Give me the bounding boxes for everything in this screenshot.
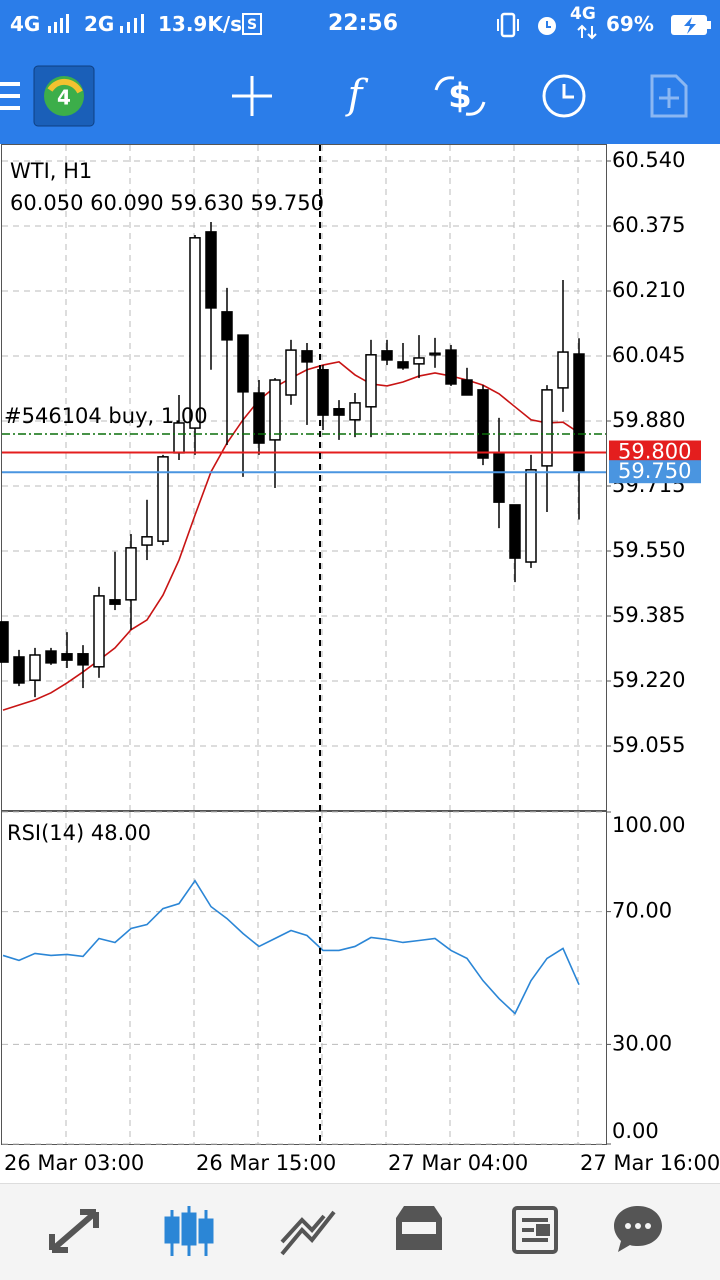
candle-body xyxy=(221,311,233,341)
candle-body xyxy=(0,621,9,663)
candle-body xyxy=(445,349,457,385)
network-3: 4G xyxy=(570,4,596,24)
candle-body xyxy=(349,402,361,421)
template-button[interactable] xyxy=(650,74,688,118)
quotes-tab[interactable] xyxy=(49,1209,99,1253)
sim-icon: S xyxy=(242,13,262,35)
candle-body xyxy=(573,353,585,473)
candle-body xyxy=(253,392,265,444)
y-tick-label: 60.540 xyxy=(612,148,685,172)
app-logo[interactable]: 4 xyxy=(33,65,95,127)
candle-body xyxy=(493,452,505,503)
crosshair-button[interactable] xyxy=(232,76,272,116)
history-tab[interactable] xyxy=(396,1206,442,1250)
battery-icon xyxy=(671,15,711,35)
network-speed: 13.9K/s xyxy=(158,12,243,36)
price-label-box xyxy=(609,440,701,464)
candle-body xyxy=(109,599,121,605)
candle-body xyxy=(557,351,569,389)
price-pane xyxy=(1,144,607,811)
news-tab[interactable] xyxy=(512,1206,558,1254)
price-label: 59.750 xyxy=(618,459,691,483)
chart: 60.54060.37560.21060.04559.88059.71559.5… xyxy=(0,144,720,1175)
ohlc-quote: 60.050 60.090 59.630 59.750 xyxy=(10,191,324,215)
candle-body xyxy=(541,389,553,467)
network-2: 2G xyxy=(84,12,115,36)
candle-body xyxy=(29,654,41,681)
x-tick-label: 27 Mar 16:00 xyxy=(580,1151,720,1175)
x-tick-label: 27 Mar 04:00 xyxy=(388,1151,528,1175)
rsi-line xyxy=(2,879,580,1015)
bottom-nav xyxy=(0,1183,720,1280)
trade-button[interactable]: $ xyxy=(434,76,486,117)
candle-body xyxy=(125,547,137,601)
status-bar: 4G 2G 13.9K/s S 22:56 4G 69% xyxy=(0,0,720,50)
candle-body xyxy=(333,408,345,416)
timeframe-button[interactable] xyxy=(542,74,586,118)
rsi-pane xyxy=(1,811,607,1145)
y-tick-label: 59.220 xyxy=(612,668,685,692)
y-tick-label: 70.00 xyxy=(612,899,672,923)
y-tick-label: 59.055 xyxy=(612,733,685,757)
menu-button[interactable] xyxy=(0,82,20,110)
candle-body xyxy=(477,389,489,459)
y-tick-label: 59.880 xyxy=(612,408,685,432)
candle-body xyxy=(429,352,441,356)
candle-body xyxy=(285,349,297,396)
clock: 22:56 xyxy=(328,11,399,36)
candle-body xyxy=(237,334,249,393)
candle-body xyxy=(61,653,73,661)
y-tick-label: 0.00 xyxy=(612,1119,659,1143)
candle-body xyxy=(269,379,281,441)
network-1: 4G xyxy=(10,12,41,36)
battery-percent: 69% xyxy=(606,12,654,36)
x-tick-label: 26 Mar 03:00 xyxy=(4,1151,144,1175)
signal-icon xyxy=(48,14,69,33)
y-tick-label: 100.00 xyxy=(612,813,685,837)
x-tick-label: 26 Mar 15:00 xyxy=(196,1151,336,1175)
svg-text:$: $ xyxy=(448,77,472,117)
candle-body xyxy=(461,379,473,396)
candle-body xyxy=(93,595,105,668)
vibrate-icon xyxy=(497,12,519,38)
price-label: 59.800 xyxy=(618,440,691,464)
candle-body xyxy=(413,357,425,365)
y-tick-label: 59.385 xyxy=(612,603,685,627)
candle-body xyxy=(317,369,329,416)
chat-tab[interactable] xyxy=(614,1206,662,1252)
data-arrows xyxy=(577,24,597,40)
y-tick-label: 30.00 xyxy=(612,1031,672,1055)
y-tick-label: 60.210 xyxy=(612,278,685,302)
signal-icon xyxy=(120,14,144,33)
rsi-title: RSI(14) 48.00 xyxy=(7,821,151,845)
candle-body xyxy=(45,650,57,664)
candle-body xyxy=(77,653,89,666)
candle-body xyxy=(397,361,409,369)
candle-body xyxy=(301,350,313,363)
trade-tab[interactable] xyxy=(280,1210,336,1256)
candle-body xyxy=(365,354,377,408)
toolbar-icons: 4 f $ xyxy=(0,65,688,127)
candle-body xyxy=(205,231,217,309)
toolbar: 4 f $ xyxy=(0,50,720,144)
alarm-icon xyxy=(538,17,556,35)
chart-tab[interactable] xyxy=(164,1206,214,1256)
y-tick-label: 60.375 xyxy=(612,213,685,237)
candle-body xyxy=(157,456,169,542)
order-label: #546104 buy, 1.00 xyxy=(4,404,208,428)
svg-text:4: 4 xyxy=(57,86,71,110)
bottom-nav-icons xyxy=(49,1206,662,1256)
candle-body xyxy=(525,469,537,563)
y-tick-label: 60.045 xyxy=(612,343,685,367)
svg-text:S: S xyxy=(247,17,257,33)
y-tick-label: 59.550 xyxy=(612,538,685,562)
candle-body xyxy=(141,536,153,546)
candle-body xyxy=(189,237,201,429)
candle-body xyxy=(509,504,521,559)
candle-body xyxy=(381,350,393,361)
chart-title: WTI, H1 xyxy=(10,159,92,183)
candle-body xyxy=(13,656,25,684)
price-label-box xyxy=(609,460,701,484)
